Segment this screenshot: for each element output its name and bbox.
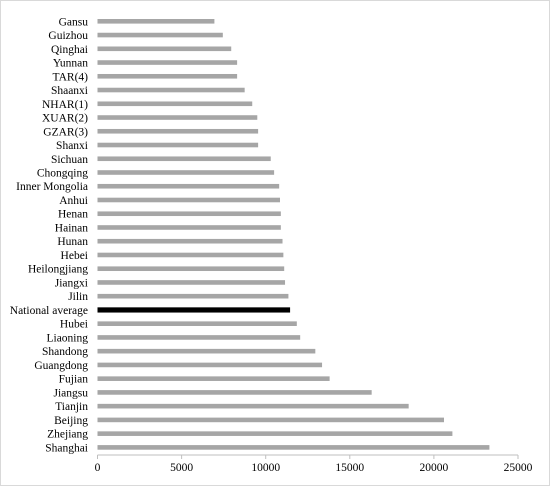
category-label-nhar-1: NHAR(1) (42, 99, 88, 111)
x-tick-label-15000: 15000 (335, 462, 364, 474)
category-label-sichuan: Sichuan (51, 154, 88, 166)
bar-shandong (97, 348, 316, 354)
category-label-liaoning: Liaoning (46, 332, 88, 344)
category-label-chongqing: Chongqing (37, 168, 88, 180)
category-label-shanghai: Shanghai (45, 442, 88, 454)
bar-anhui (97, 197, 280, 203)
bar-xuar-2 (97, 115, 258, 120)
category-label-shaanxi: Shaanxi (51, 85, 88, 97)
x-tick-label-0: 0 (95, 462, 101, 474)
category-label-shanxi: Shanxi (56, 140, 88, 152)
category-label-hainan: Hainan (55, 222, 88, 234)
bar-tar-4 (97, 73, 238, 79)
bar-beijing (97, 417, 444, 423)
bar-jiangsu (97, 390, 372, 395)
bar-hunan (97, 238, 283, 244)
bar-heilongjiang (97, 266, 285, 272)
category-label-qinghai: Qinghai (51, 44, 88, 56)
category-label-tar-4: TAR(4) (53, 71, 89, 83)
bar-shaanxi (97, 87, 245, 93)
category-label-guangdong: Guangdong (34, 360, 88, 372)
category-label-national-average: National average (10, 305, 88, 317)
category-label-jiangxi: Jiangxi (55, 277, 88, 289)
category-label-yunnan: Yunnan (53, 58, 88, 70)
x-tick-label-5000: 5000 (170, 462, 193, 474)
category-label-hebei: Hebei (61, 250, 88, 262)
bar-hebei (97, 252, 284, 258)
bar-jilin (97, 293, 289, 299)
bars-group (97, 19, 490, 450)
x-tick-label-10000: 10000 (251, 462, 280, 474)
category-label-beijing: Beijing (54, 415, 88, 427)
bar-gzar-3 (97, 128, 259, 134)
bar-gansu (97, 19, 215, 24)
category-label-shandong: Shandong (42, 346, 88, 358)
category-label-fujian: Fujian (59, 374, 89, 386)
bar-shanghai (97, 445, 490, 450)
category-label-gzar-3: GZAR(3) (43, 126, 88, 138)
bar-liaoning (97, 335, 301, 340)
bar-national-average (97, 307, 291, 313)
bar-inner-mongolia (97, 183, 280, 189)
category-label-guizhou: Guizhou (48, 30, 88, 42)
bar-henan (97, 211, 281, 217)
bar-guangdong (97, 362, 323, 368)
category-label-zhejiang: Zhejiang (47, 429, 88, 441)
category-label-henan: Henan (58, 209, 88, 221)
category-label-inner-mongolia: Inner Mongolia (16, 181, 88, 193)
bar-nhar-1 (97, 101, 253, 107)
bar-zhejiang (97, 431, 453, 436)
category-label-jiangsu: Jiangsu (54, 387, 89, 399)
bar-guizhou (97, 32, 223, 38)
x-ticks-group: 0 5000 10000 15000 20000 25000 (95, 455, 533, 474)
bar-jiangxi (97, 280, 286, 285)
x-tick-label-20000: 20000 (420, 462, 449, 474)
bar-chongqing (97, 170, 275, 175)
bar-shanxi (97, 142, 259, 148)
category-label-gansu: Gansu (59, 16, 89, 28)
bar-yunnan (97, 60, 238, 65)
category-label-xuar-2: XUAR(2) (42, 113, 88, 125)
category-label-hunan: Hunan (57, 236, 88, 248)
bar-hubei (97, 321, 297, 326)
bar-fujian (97, 376, 330, 381)
category-label-hubei: Hubei (60, 319, 88, 331)
category-label-tianjin: Tianjin (55, 401, 88, 413)
bar-tianjin (97, 403, 409, 409)
bar-hainan (97, 225, 281, 230)
category-label-heilongjiang: Heilongjiang (28, 264, 88, 276)
category-label-anhui: Anhui (59, 195, 88, 207)
x-tick-label-25000: 25000 (504, 462, 533, 474)
category-label-jilin: Jilin (68, 291, 88, 303)
bar-qinghai (97, 46, 232, 52)
bar-sichuan (97, 156, 271, 162)
